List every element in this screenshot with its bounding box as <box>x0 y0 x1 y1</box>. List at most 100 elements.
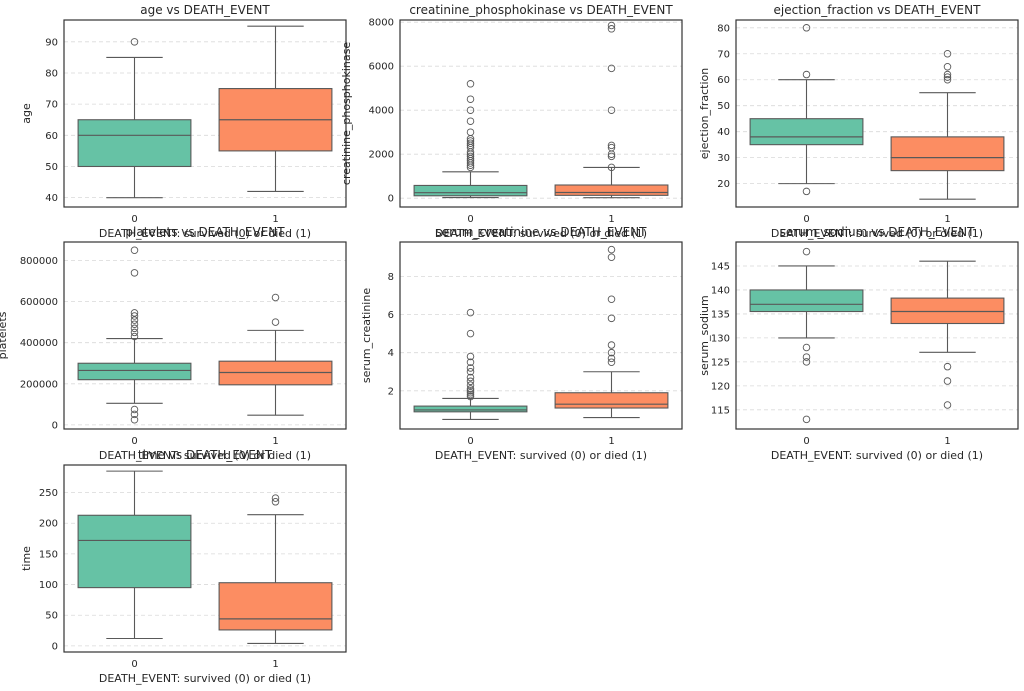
outlier-point <box>130 312 139 320</box>
x-tick-label: 0 <box>467 214 473 225</box>
outlier-point <box>466 137 475 145</box>
box-0 <box>77 246 192 424</box>
outlier-point <box>130 269 139 277</box>
chart-title: creatinine_phosphokinase vs DEATH_EVENT <box>409 3 673 17</box>
chart-title: time vs DEATH_EVENT <box>138 448 273 462</box>
outlier-point <box>271 318 280 326</box>
x-tick-label: 1 <box>608 436 614 447</box>
x-tick-label: 0 <box>131 214 137 225</box>
y-axis-label: ejection_fraction <box>698 68 711 159</box>
outlier-point <box>466 117 475 125</box>
iqr-box <box>554 392 669 409</box>
y-tick-label: 8 <box>388 272 394 283</box>
y-tick-label: 4000 <box>369 106 394 117</box>
outlier-point <box>607 358 616 366</box>
outlier-point <box>943 401 952 409</box>
outlier-point <box>466 358 475 366</box>
outlier-point <box>607 245 616 254</box>
y-tick-label: 50 <box>45 611 58 622</box>
x-axis-label: DEATH_EVENT: survived (0) or died (1) <box>99 672 311 685</box>
outlier-point <box>271 494 280 502</box>
outlier-point <box>130 405 139 414</box>
outlier-point <box>130 316 139 324</box>
outlier-point <box>466 388 475 397</box>
x-tick-label: 1 <box>272 214 278 225</box>
outlier-point <box>466 152 475 161</box>
y-axis-label: age <box>20 103 33 124</box>
outlier-point <box>466 106 475 114</box>
x-tick-label: 0 <box>467 436 473 447</box>
chart-title: ejection_fraction vs DEATH_EVENT <box>774 3 982 17</box>
axes-frame <box>735 19 1019 208</box>
outlier-point <box>802 353 811 361</box>
y-tick-label: 40 <box>717 127 730 138</box>
y-tick-label: 6000 <box>369 62 394 73</box>
y-tick-label: 80 <box>45 68 58 79</box>
y-tick-label: 6 <box>388 310 394 321</box>
outlier-point <box>466 387 475 395</box>
axes-frame <box>735 241 1019 430</box>
box-1 <box>218 25 333 192</box>
y-tick-label: 145 <box>711 261 730 272</box>
iqr-box <box>77 119 192 168</box>
y-tick-label: 80 <box>717 23 730 34</box>
y-tick-label: 30 <box>717 153 730 164</box>
iqr-box <box>749 289 864 313</box>
chart-title: serum_sodium vs DEATH_EVENT <box>780 225 975 239</box>
outlier-point <box>466 95 475 103</box>
y-tick-label: 200 <box>39 519 58 530</box>
y-axis-label: serum_sodium <box>698 295 711 375</box>
outlier-point <box>802 343 811 352</box>
y-axis-label: serum_creatinine <box>360 288 373 383</box>
y-tick-label: 20 <box>717 179 730 190</box>
outlier-point <box>466 139 475 147</box>
y-axis-label: platelets <box>0 311 9 359</box>
outlier-point <box>466 128 475 136</box>
box-1 <box>218 293 333 416</box>
outlier-point <box>943 50 952 58</box>
x-axis-label: DEATH_EVENT: survived (0) or died (1) <box>435 227 647 240</box>
iqr-box <box>890 297 1005 325</box>
x-axis-label: DEATH_EVENT: survived (0) or died (1) <box>435 449 647 462</box>
outlier-point <box>130 38 139 46</box>
outlier-point <box>466 392 475 401</box>
y-tick-label: 125 <box>711 357 730 368</box>
subplot-creatinine-phosphokinase: 0 2000 4000 6000 8000 0 1 creatinine_phosphokin… <box>340 3 683 240</box>
outlier-point <box>466 377 475 386</box>
y-tick-label: 150 <box>39 549 58 560</box>
y-tick-label: 600000 <box>20 297 58 308</box>
iqr-box <box>413 184 528 197</box>
y-tick-label: 400000 <box>20 338 58 349</box>
outlier-point <box>802 358 811 366</box>
outlier-point <box>466 80 475 88</box>
x-tick-label: 1 <box>944 214 950 225</box>
outlier-point <box>130 332 139 341</box>
iqr-box <box>554 184 669 196</box>
axes-frame <box>63 241 347 430</box>
outlier-point <box>466 385 475 393</box>
outlier-point <box>466 308 475 317</box>
outlier-point <box>466 381 475 389</box>
iqr-box <box>77 362 192 381</box>
box-0 <box>749 247 864 424</box>
y-tick-label: 250 <box>39 488 58 499</box>
outlier-point <box>466 368 475 376</box>
outlier-point <box>802 24 811 32</box>
outlier-point <box>130 246 139 254</box>
y-tick-label: 130 <box>711 333 730 344</box>
outlier-point <box>802 187 811 196</box>
outlier-point <box>943 70 952 79</box>
outlier-point <box>130 309 139 317</box>
subplot-platelets: 0 200000 400000 600000 800000 0 1 platelets vs … <box>0 225 347 462</box>
outlier-point <box>607 21 616 30</box>
outlier-point <box>607 253 616 262</box>
outlier-point <box>130 328 139 337</box>
box-1 <box>554 21 669 199</box>
axes-frame <box>399 241 683 430</box>
axes-frame <box>63 19 347 208</box>
outlier-point <box>130 416 139 424</box>
outlier-point <box>943 362 952 371</box>
x-axis-label: DEATH_EVENT: survived (0) or died (1) <box>771 227 983 240</box>
outlier-point <box>607 163 616 172</box>
